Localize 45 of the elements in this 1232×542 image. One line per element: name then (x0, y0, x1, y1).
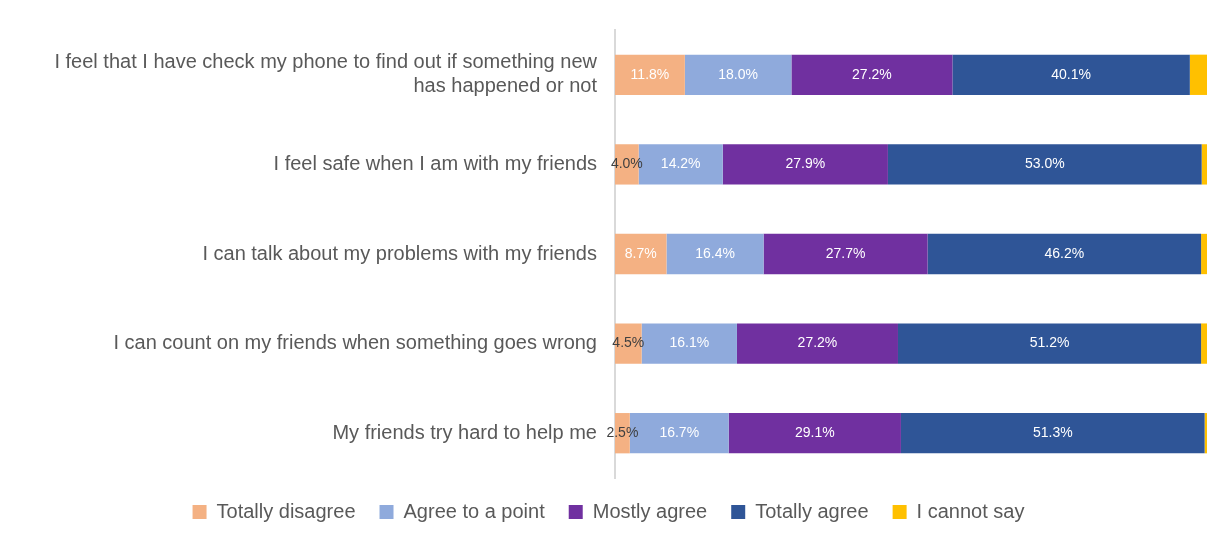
bar (887, 144, 1202, 185)
data-label: 27.2% (797, 334, 838, 351)
legend-label: Agree to a point (403, 499, 546, 522)
bar (615, 54, 685, 95)
bar (791, 54, 953, 95)
data-label: 51.3% (1032, 424, 1073, 441)
legend-label: Mostly agree (592, 499, 708, 522)
data-label: 16.4% (695, 244, 735, 261)
bar (900, 413, 1205, 454)
data-label: 40.1% (1051, 65, 1091, 82)
bar (736, 323, 898, 364)
data-label: 51.2% (1029, 334, 1070, 351)
y-tick-label: I can talk about my problems with my friends (202, 241, 597, 264)
y-tick-label: I feel safe when I am with my friends (273, 151, 597, 174)
bar (1201, 323, 1207, 364)
bar (684, 54, 792, 95)
bar (666, 233, 764, 275)
data-label: 16.1% (669, 334, 710, 351)
bar (952, 54, 1190, 95)
y-tick-label: I feel that I have check my phone to find out if something new has happened or not (54, 50, 598, 97)
bar (1201, 233, 1207, 275)
y-tick-label: I can count on my friends when something goes wrong (113, 331, 597, 354)
data-label: 27.9% (785, 155, 826, 172)
bar (1201, 144, 1207, 185)
data-label: 29.1% (794, 424, 835, 441)
data-label: 46.2% (1044, 244, 1085, 261)
bar (722, 144, 888, 185)
legend-label: I cannot say (916, 499, 1025, 522)
data-label: 11.8% (630, 65, 670, 82)
y-tick-label: My friends try hard to help me (332, 420, 597, 443)
data-label: 8.7% (624, 244, 657, 261)
legend-label: Totally disagree (216, 499, 356, 522)
data-label: 27.7% (825, 244, 866, 261)
data-label: 53.0% (1024, 155, 1065, 172)
bar (927, 233, 1202, 275)
legend-label: Totally agree (755, 499, 869, 522)
bar (763, 233, 928, 275)
data-label: 16.7% (659, 424, 700, 441)
bar (1189, 54, 1207, 95)
data-label: 27.2% (852, 65, 892, 82)
data-label: 14.2% (660, 155, 701, 172)
data-label: 18.0% (718, 65, 758, 82)
bar (728, 413, 901, 454)
bar (897, 323, 1202, 364)
bar (615, 233, 667, 275)
